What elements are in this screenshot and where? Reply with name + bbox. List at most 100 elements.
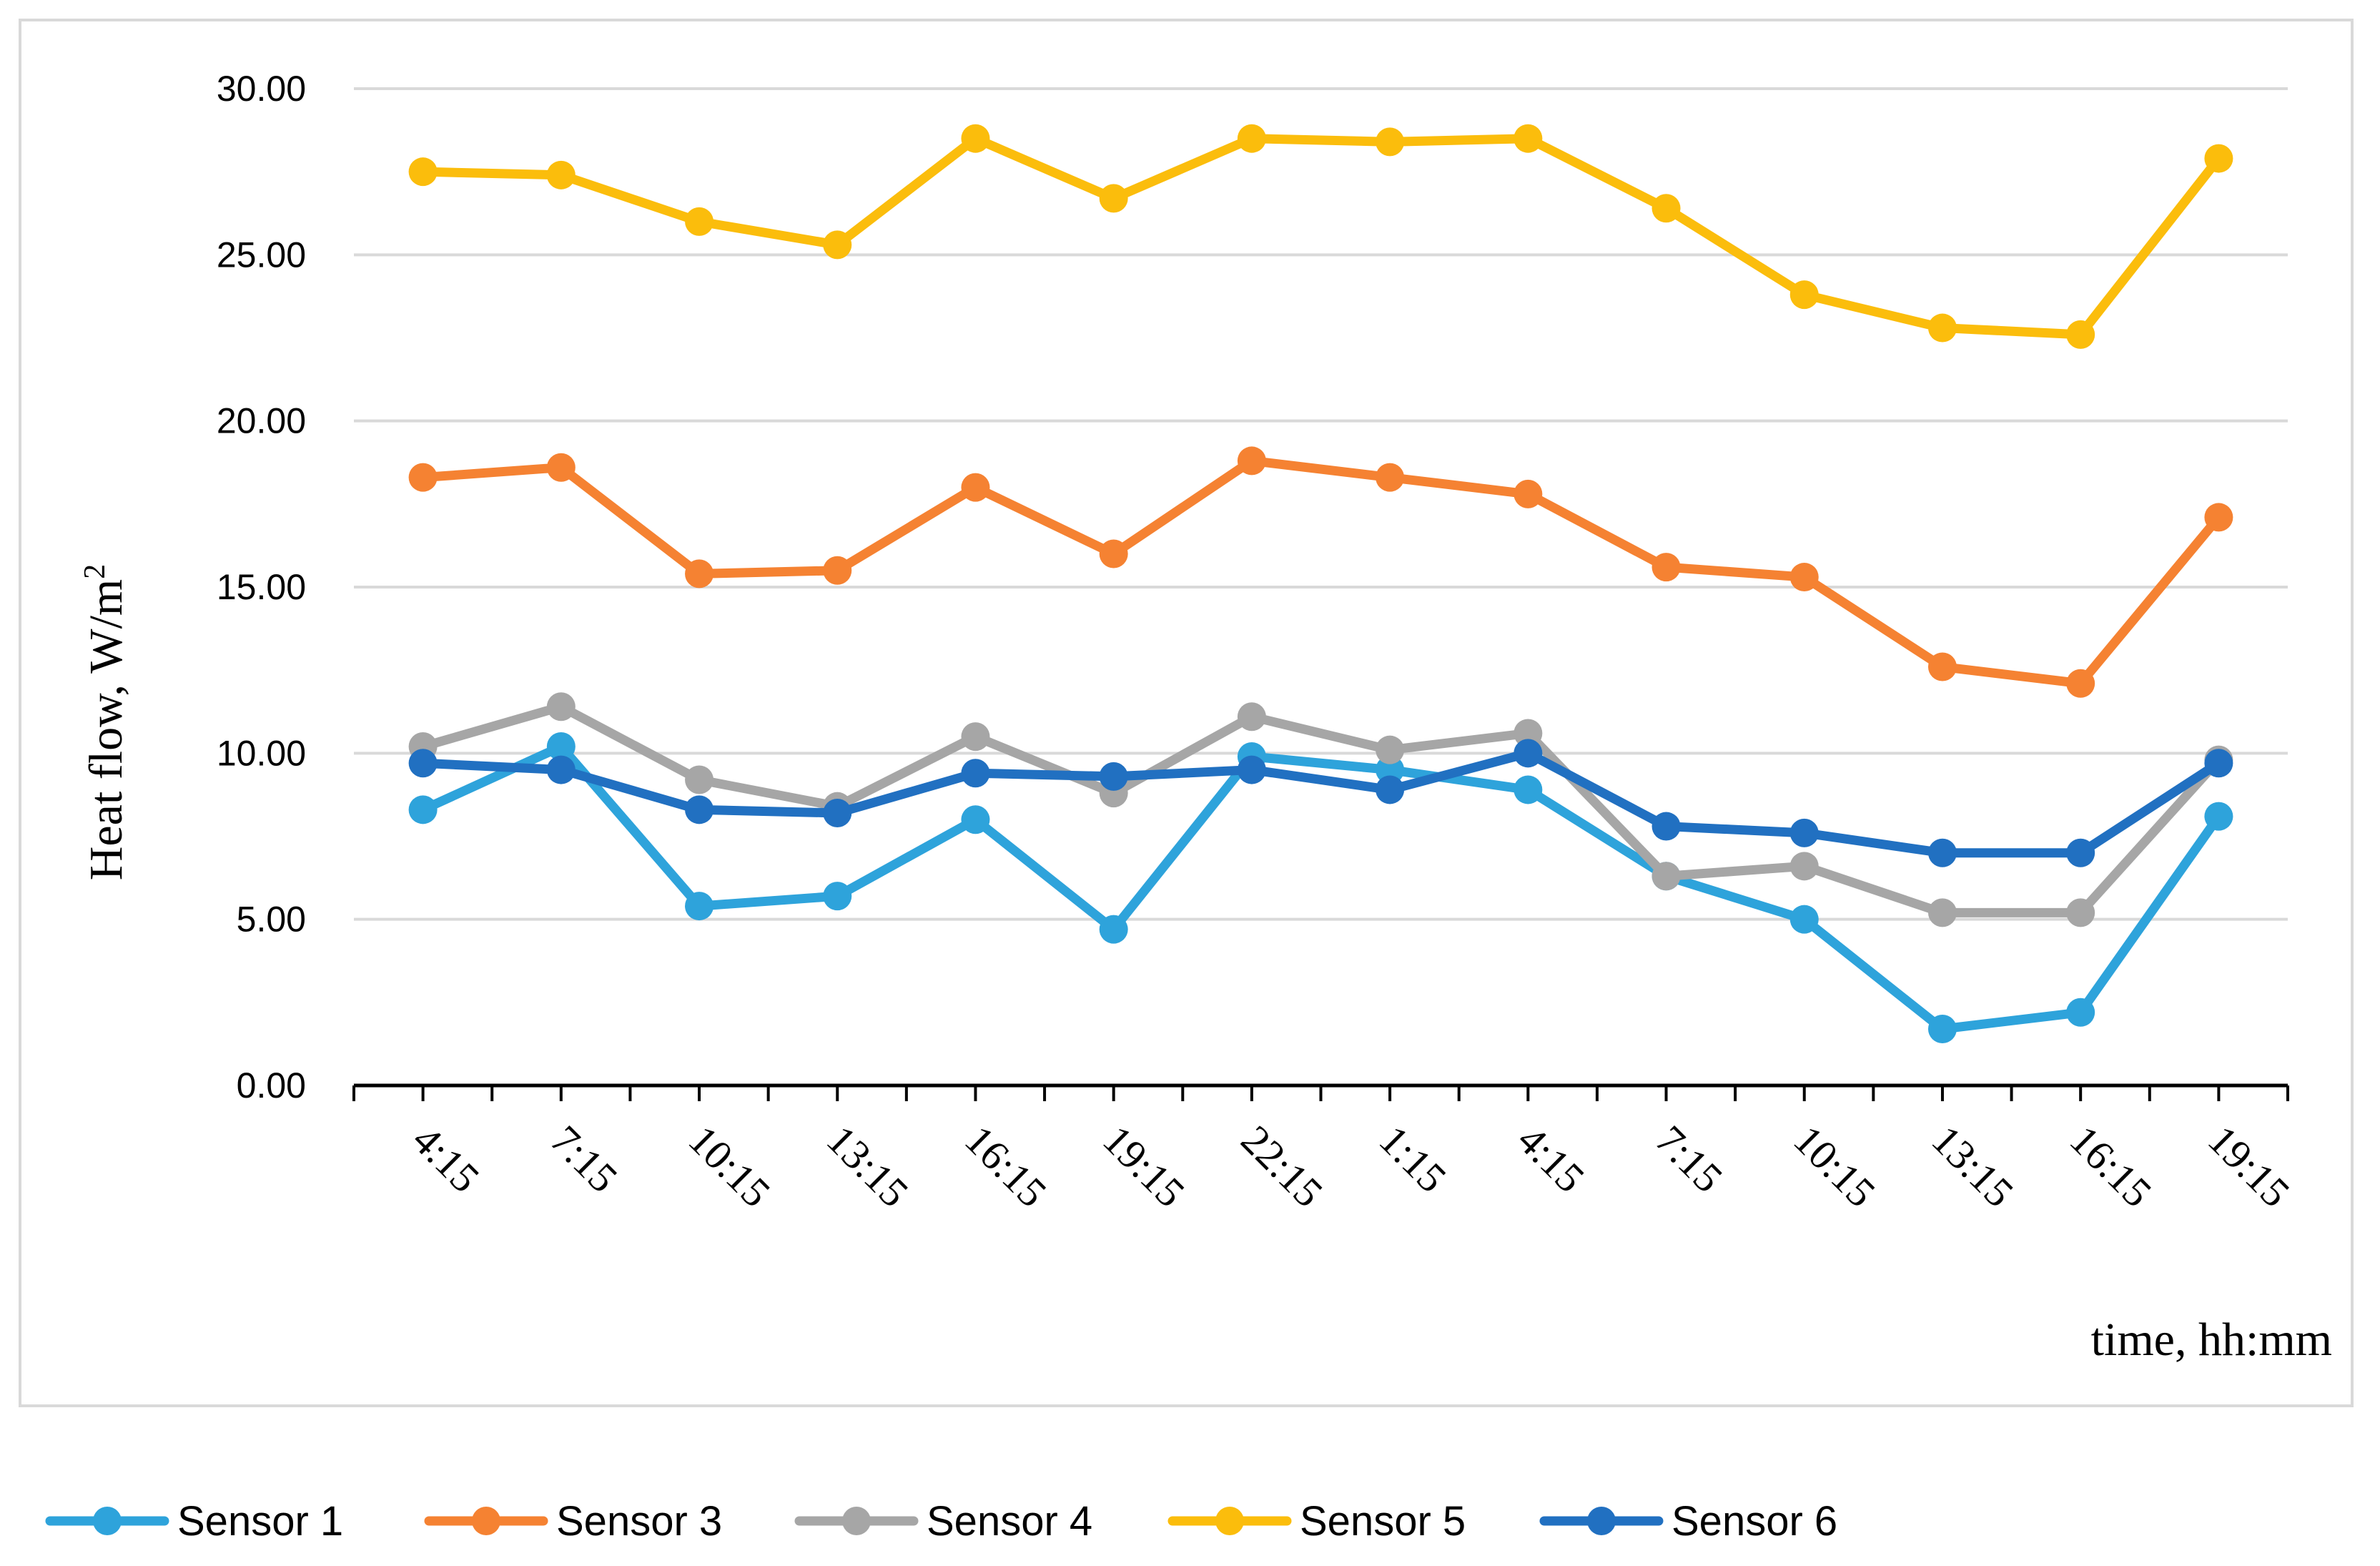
legend-marker (93, 1507, 122, 1535)
legend-item-sensor-3: Sensor 3 (424, 1498, 722, 1545)
series-line-sensor-5 (418, 134, 2223, 340)
series-sensor-3 (408, 446, 2233, 698)
data-point-sensor-1 (1099, 915, 1128, 944)
y-tick-label: 10.00 (217, 733, 306, 773)
data-point-sensor-6 (546, 755, 576, 784)
data-point-sensor-3 (1651, 553, 1681, 582)
data-point-sensor-6 (1927, 838, 1957, 867)
x-tick-label: 10:15 (680, 1116, 779, 1216)
x-tick-labels: 4:15 7:15 10:15 13:15 16:15 19:15 22:15 1:15 4:1… (403, 1116, 2298, 1216)
y-tick-label: 15.00 (217, 567, 306, 607)
series-line-sensor-4 (418, 701, 2223, 917)
series-lines (408, 124, 2233, 1044)
data-point-sensor-5 (823, 230, 852, 260)
data-point-sensor-1 (408, 795, 438, 824)
data-point-sensor-6 (685, 795, 714, 824)
data-point-sensor-1 (823, 882, 852, 911)
legend-label: Sensor 6 (1672, 1498, 1837, 1545)
legend-label: Sensor 3 (556, 1498, 722, 1545)
legend-marker (842, 1507, 871, 1535)
data-point-sensor-3 (1514, 479, 1543, 508)
x-tick-label: 13:15 (818, 1116, 917, 1216)
data-point-sensor-3 (1099, 539, 1128, 568)
data-point-sensor-6 (2204, 749, 2233, 778)
y-tick-label: 5.00 (237, 900, 306, 940)
x-tick-label: 19:15 (2199, 1116, 2298, 1216)
data-point-sensor-5 (2066, 320, 2095, 349)
plot-frame (19, 19, 2354, 1407)
series-sensor-6 (408, 739, 2233, 867)
data-point-sensor-4 (1651, 862, 1681, 891)
data-point-sensor-3 (823, 556, 852, 585)
y-tick-labels: 0.00 5.00 10.00 15.00 20.00 25.00 30.00 (217, 69, 306, 1105)
y-tick-label: 20.00 (217, 401, 306, 441)
data-point-sensor-4 (1789, 852, 1819, 881)
data-point-sensor-6 (1376, 775, 1405, 804)
x-axis-title: time, hh:mm (2091, 1314, 2332, 1366)
data-point-sensor-6 (1237, 755, 1266, 784)
data-point-sensor-3 (2066, 669, 2095, 698)
data-point-sensor-6 (1789, 818, 1819, 847)
legend-marker (1587, 1507, 1616, 1535)
data-point-sensor-6 (961, 759, 990, 788)
data-point-sensor-1 (685, 892, 714, 921)
data-point-sensor-3 (685, 559, 714, 589)
x-tick-label: 22:15 (1233, 1116, 1332, 1216)
legend-label: Sensor 4 (927, 1498, 1092, 1545)
series-sensor-5 (408, 124, 2233, 349)
legend-marker (472, 1507, 500, 1535)
data-point-sensor-1 (1789, 905, 1819, 934)
x-tick-label: 16:15 (956, 1116, 1055, 1216)
series-line-sensor-3 (418, 455, 2223, 689)
y-axis-title: Heat flow, W/m2 (79, 564, 132, 881)
series-sensor-1 (408, 732, 2233, 1044)
x-tick-label: 4:15 (403, 1116, 488, 1201)
data-point-sensor-4 (1514, 719, 1543, 748)
legend: Sensor 1 Sensor 3 Sensor 4 Sensor 5 Sensor 6 (45, 1498, 1837, 1545)
series-line-sensor-6 (418, 748, 2223, 858)
data-point-sensor-3 (1376, 463, 1405, 492)
data-point-sensor-6 (1514, 739, 1543, 768)
x-tick-label: 7:15 (1646, 1116, 1732, 1201)
data-point-sensor-5 (685, 207, 714, 236)
x-tick-label: 13:15 (1923, 1116, 2023, 1216)
data-point-sensor-3 (1237, 446, 1266, 476)
y-tick-label: 0.00 (237, 1065, 306, 1105)
x-tick-label: 7:15 (542, 1116, 627, 1201)
legend-item-sensor-6: Sensor 6 (1539, 1498, 1837, 1545)
data-point-sensor-1 (2204, 802, 2233, 831)
data-point-sensor-5 (1376, 127, 1405, 157)
data-point-sensor-3 (2204, 503, 2233, 532)
data-point-sensor-1 (1514, 775, 1543, 804)
data-point-sensor-5 (1237, 124, 1266, 153)
data-point-sensor-5 (1789, 280, 1819, 310)
data-point-sensor-1 (2066, 998, 2095, 1027)
data-point-sensor-1 (546, 732, 576, 762)
legend-label: Sensor 5 (1300, 1498, 1466, 1545)
data-point-sensor-4 (1376, 735, 1405, 764)
data-point-sensor-3 (1789, 563, 1819, 592)
data-point-sensor-6 (823, 798, 852, 827)
data-point-sensor-3 (1927, 652, 1957, 681)
data-point-sensor-5 (1099, 184, 1128, 213)
axes (352, 1083, 2289, 1101)
x-tick-label: 10:15 (1785, 1116, 1885, 1216)
data-point-sensor-6 (1651, 812, 1681, 841)
data-point-sensor-4 (546, 692, 576, 722)
data-point-sensor-6 (2066, 838, 2095, 867)
data-point-sensor-1 (1927, 1015, 1957, 1044)
data-point-sensor-1 (961, 805, 990, 834)
data-point-sensor-5 (1514, 124, 1543, 153)
series-line-sensor-1 (418, 742, 2223, 1034)
y-tick-label: 25.00 (217, 235, 306, 275)
data-point-sensor-4 (2066, 898, 2095, 927)
data-point-sensor-3 (408, 463, 438, 492)
data-point-sensor-5 (2204, 144, 2233, 173)
legend-label: Sensor 1 (177, 1498, 343, 1545)
legend-item-sensor-4: Sensor 4 (794, 1498, 1092, 1545)
x-tick-label: 1:15 (1371, 1116, 1456, 1201)
x-tick-label: 4:15 (1509, 1116, 1594, 1201)
data-point-sensor-4 (685, 765, 714, 794)
data-point-sensor-4 (1927, 898, 1957, 927)
data-point-sensor-5 (1651, 194, 1681, 223)
